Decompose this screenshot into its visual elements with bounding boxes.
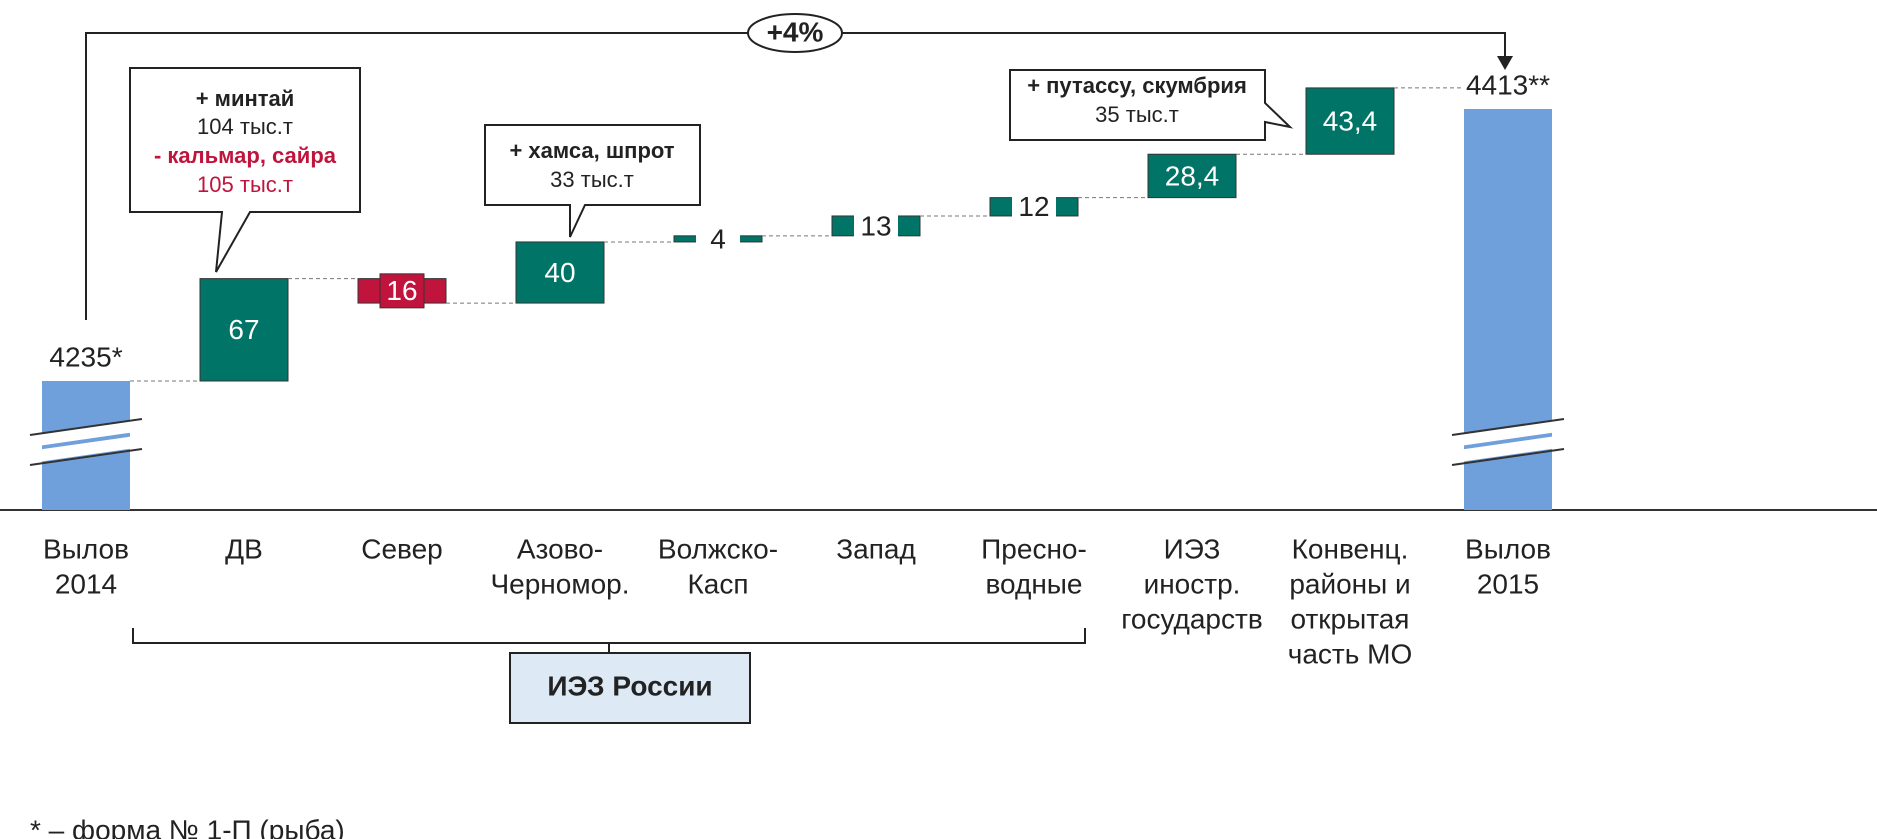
change-label: +4%: [767, 16, 824, 47]
label-backing: [854, 209, 898, 242]
x-tick-label: Черномор.: [490, 568, 629, 599]
callout-text: + путассу, скумбрия: [1027, 73, 1247, 98]
x-tick-label: Волжско-: [658, 533, 778, 564]
x-tick-label: Запад: [836, 533, 916, 564]
value-label: 12: [1018, 191, 1049, 222]
x-tick-label: часть МО: [1288, 638, 1412, 669]
bar: [199, 278, 289, 382]
callout-box: [484, 124, 701, 238]
axis-break: [29, 435, 143, 463]
group-bracket: [132, 628, 1086, 655]
value-label: 4413**: [1466, 69, 1550, 100]
bar: [515, 241, 605, 304]
axis-break: [29, 418, 143, 436]
callout-text: 35 тыс.т: [1095, 102, 1179, 127]
x-tick-label: Конвенц.: [1292, 533, 1409, 564]
label-backing: [696, 222, 740, 255]
callout-text: - кальмар, сайра: [154, 143, 337, 168]
x-tick-label: водные: [985, 568, 1082, 599]
label-backing: [1012, 190, 1056, 223]
x-tick-label: Север: [361, 533, 443, 564]
axis-break: [29, 419, 143, 447]
group-label: ИЭЗ России: [547, 670, 712, 701]
x-tick-label: Азово-: [517, 533, 603, 564]
change-arrow: [1497, 56, 1513, 70]
x-tick-label: 2014: [55, 568, 117, 599]
change-ellipse: [747, 13, 843, 53]
value-label: 28,4: [1165, 160, 1220, 191]
x-tick-label: 2015: [1477, 568, 1539, 599]
x-tick-label: Вылов: [1465, 533, 1551, 564]
axis-break: [1451, 435, 1565, 463]
value-label: 67: [228, 314, 259, 345]
label-backing: [379, 273, 425, 309]
x-tick-label: Касп: [687, 568, 748, 599]
x-tick-label: ДВ: [225, 533, 263, 564]
x-tick-label: районы и: [1289, 568, 1410, 599]
footnote: * – форма № 1-П (рыба): [30, 814, 345, 839]
callout-text: 33 тыс.т: [550, 167, 634, 192]
x-tick-label: иностр.: [1144, 568, 1241, 599]
callout-text: 105 тыс.т: [197, 172, 293, 197]
bar: [1147, 153, 1237, 199]
axis-break: [1451, 448, 1565, 466]
value-label: 13: [860, 210, 891, 241]
x-tick-label: государств: [1121, 603, 1262, 634]
x-tick-label: ИЭЗ: [1164, 533, 1221, 564]
callout-box: [1009, 69, 1294, 141]
value-label: 4: [710, 223, 726, 254]
axis-break: [1451, 418, 1565, 436]
axis-break: [1451, 419, 1565, 447]
callout-text: + хамса, шпрот: [509, 138, 674, 163]
value-label: 16: [386, 275, 417, 306]
callout-text: 104 тыс.т: [197, 114, 293, 139]
callout-text: + минтай: [196, 86, 295, 111]
callout-box: [129, 67, 361, 273]
value-label: 40: [544, 257, 575, 288]
x-tick-label: Вылов: [43, 533, 129, 564]
value-label: 43,4: [1323, 105, 1378, 136]
value-label: 4235*: [49, 341, 122, 372]
group-box: [509, 652, 751, 724]
x-tick-label: открытая: [1291, 603, 1410, 634]
bar: [1305, 87, 1395, 155]
axis-break: [29, 448, 143, 466]
x-tick-label: Пресно-: [981, 533, 1087, 564]
